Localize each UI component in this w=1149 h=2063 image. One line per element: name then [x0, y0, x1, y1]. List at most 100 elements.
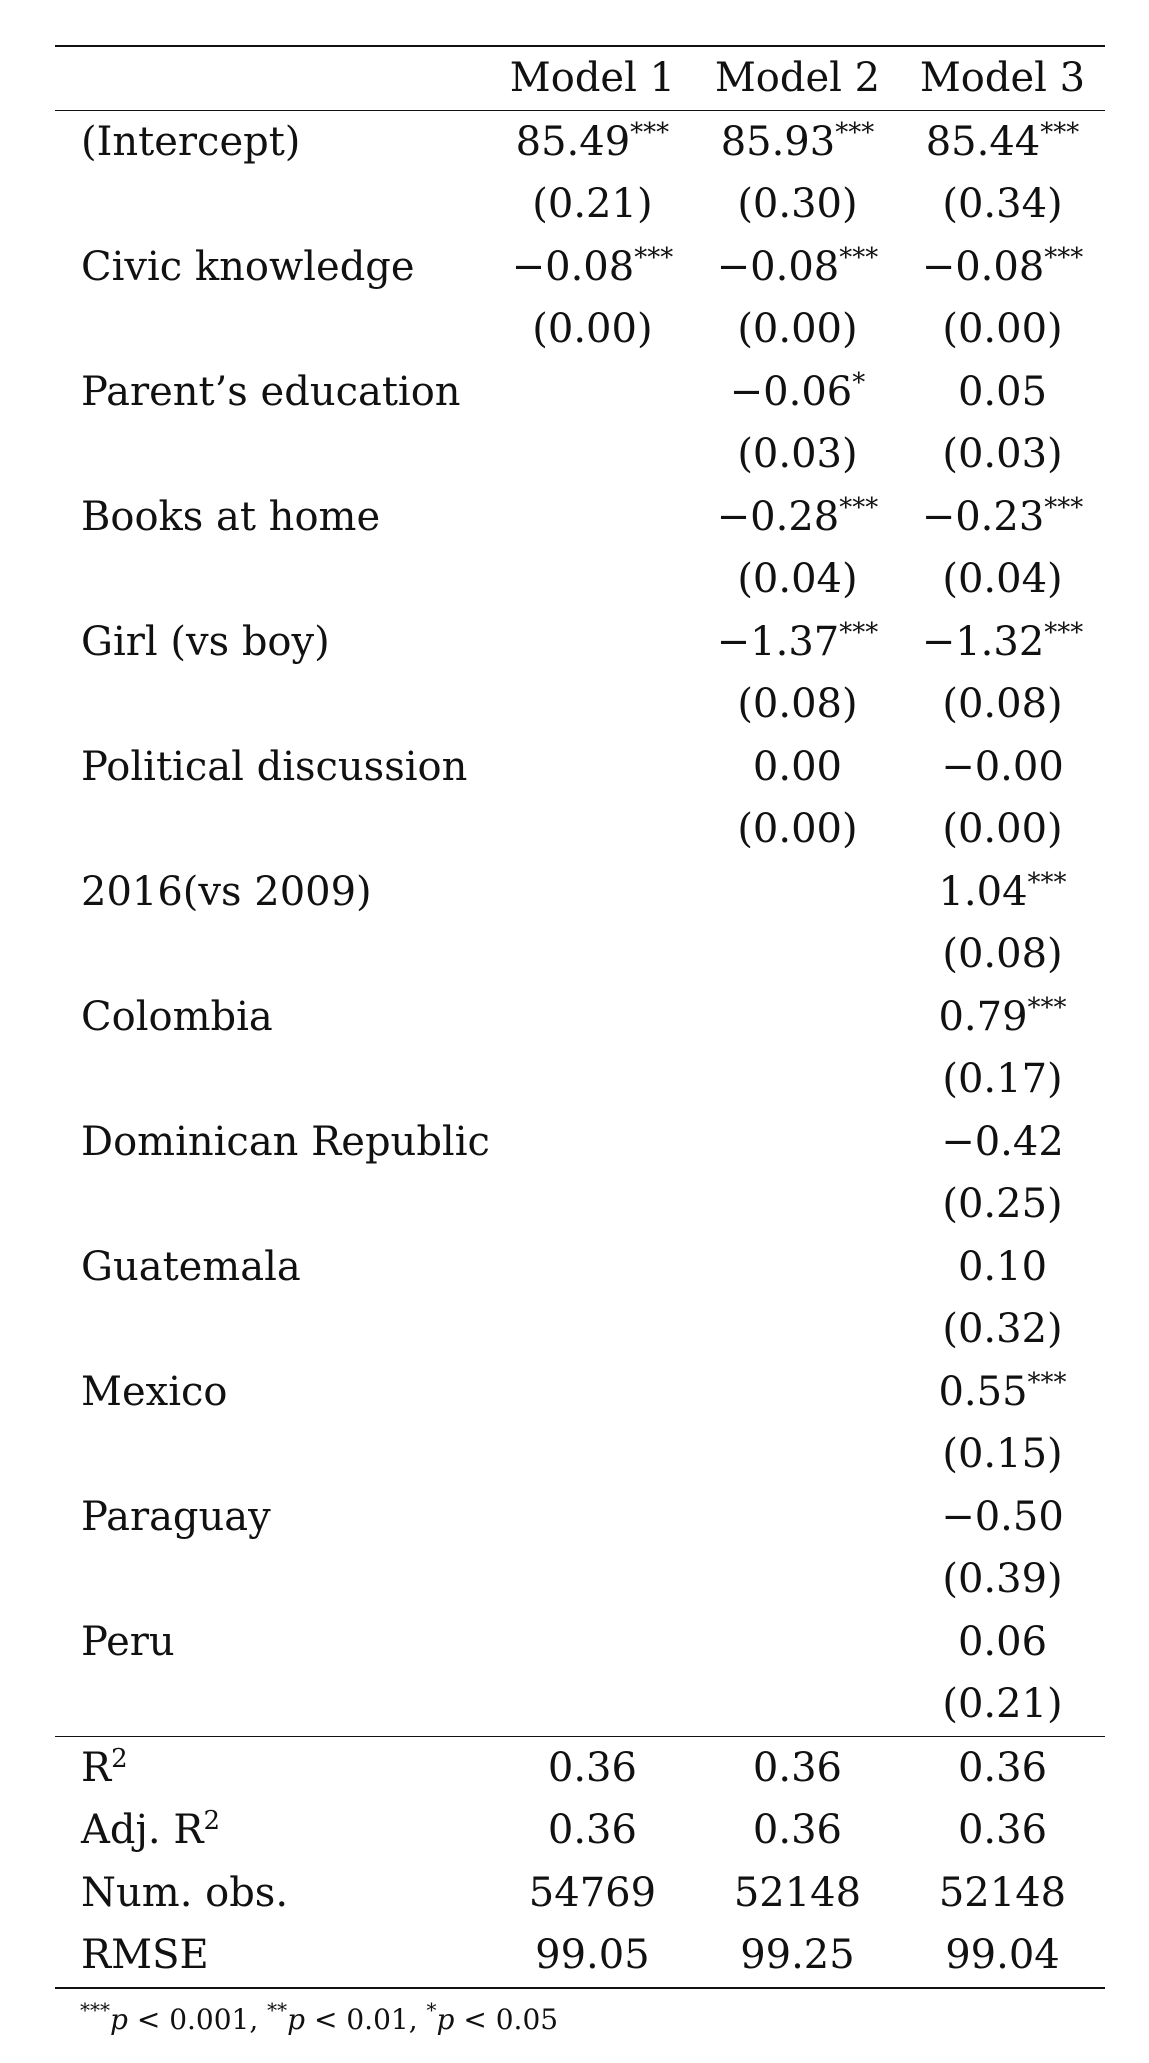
coef-stderr: (0.03): [942, 431, 1063, 478]
coef-stderr: (0.15): [942, 1431, 1063, 1478]
coef-stderr-row: (0.15): [55, 1423, 1105, 1486]
gof-label-cell: R2: [55, 1736, 490, 1799]
coef-estimate-row: Parent’s education −0.06* 0.05: [55, 361, 1105, 424]
coef-estimate: −0.50: [941, 1494, 1064, 1541]
coef-estimate: −0.08: [921, 244, 1045, 291]
coef-stderr: (0.17): [942, 1056, 1063, 1103]
coef-estimate-cell: [490, 361, 695, 424]
coef-stderr-label-empty: [55, 1423, 490, 1486]
coef-stderr: (0.32): [942, 1306, 1063, 1353]
gof-label-cell: Adj. R2: [55, 1799, 490, 1862]
header-model-2: Model 2: [714, 55, 881, 102]
coef-stderr-label-empty: [55, 1548, 490, 1611]
coef-estimate-cell: −0.50: [900, 1486, 1105, 1549]
coef-stderr-label-empty: [55, 798, 490, 861]
coef-estimate: −0.42: [941, 1119, 1064, 1166]
gof-value: 52148: [938, 1869, 1067, 1916]
significance-stars: ***: [634, 243, 674, 274]
coef-estimate-cell: −0.08***: [490, 236, 695, 299]
significance-stars: ***: [1027, 868, 1067, 899]
coef-estimate-cell: 0.06: [900, 1611, 1105, 1674]
coef-label: Civic knowledge: [81, 243, 415, 290]
goodness-of-fit-rows: R2 0.36 0.36 0.36 Adj. R2 0.36 0.36 0.36 Num. ob…: [55, 1736, 1105, 1988]
coef-estimate-cell: 85.49***: [490, 110, 695, 173]
coef-stderr: (0.04): [737, 556, 858, 603]
coef-estimate-cell: [490, 486, 695, 549]
footnote-separator: ,: [408, 2003, 427, 2036]
coef-estimate-cell: [490, 1361, 695, 1424]
coef-label: Peru: [81, 1618, 175, 1665]
significance-stars: ***: [1027, 1368, 1067, 1399]
coef-stderr: [490, 1548, 695, 1611]
coef-estimate-row: Guatemala 0.10: [55, 1236, 1105, 1299]
coef-estimate-cell: 0.05: [900, 361, 1105, 424]
gof-superscript: 2: [111, 1743, 128, 1774]
header-model-1: Model 1: [509, 55, 676, 102]
coef-estimate: 0.10: [957, 1244, 1048, 1291]
coef-estimate-cell: −0.08***: [900, 236, 1105, 299]
coef-stderr-label-empty: [55, 298, 490, 361]
coef-estimate-row: Peru 0.06: [55, 1611, 1105, 1674]
coef-estimate: 0.00: [752, 744, 842, 791]
coef-stderr: (0.00): [532, 306, 653, 353]
coef-stderr-label-empty: [55, 1298, 490, 1361]
coef-estimate-cell: [490, 1611, 695, 1674]
coef-stderr-label-empty: [55, 173, 490, 236]
gof-value: 0.36: [752, 1744, 842, 1791]
significance-stars: ***: [1040, 118, 1080, 149]
header-row: Model 1 Model 2 Model 3: [55, 46, 1105, 110]
coef-estimate-row: Mexico 0.55***: [55, 1361, 1105, 1424]
significance-stars: ***: [1027, 993, 1067, 1024]
regression-table: Model 1 Model 2 Model 3 (Intercept) 85.49…: [55, 45, 1105, 1989]
coef-stderr: (0.00): [737, 306, 858, 353]
significance-stars: ***: [1044, 493, 1084, 524]
coef-stderr-row: (0.00) (0.00) (0.00): [55, 298, 1105, 361]
coef-estimate-row: Books at home −0.28*** −0.23***: [55, 486, 1105, 549]
coef-estimate-cell: [490, 611, 695, 674]
coef-stderr: [490, 423, 695, 486]
coef-estimate-cell: 0.10: [900, 1236, 1105, 1299]
footnote-stars: *: [426, 1998, 437, 2022]
coef-stderr: (0.03): [737, 431, 858, 478]
gof-value: 99.04: [945, 1932, 1060, 1979]
coef-label: Mexico: [81, 1368, 228, 1415]
coef-estimate-row: 2016(vs 2009) 1.04***: [55, 861, 1105, 924]
coef-stderr-label-empty: [55, 548, 490, 611]
coef-estimate-row: Colombia 0.79***: [55, 986, 1105, 1049]
coef-stderr: (0.00): [942, 306, 1063, 353]
coef-estimate-cell: [695, 986, 900, 1049]
coef-stderr: (0.39): [942, 1556, 1063, 1603]
header-corner: [55, 46, 490, 110]
coef-stderr-row: (0.04) (0.04): [55, 548, 1105, 611]
coef-estimate-cell: [695, 1111, 900, 1174]
gof-label: R: [81, 1744, 112, 1791]
coef-estimate: −0.08: [716, 244, 840, 291]
coef-label: Colombia: [81, 993, 273, 1040]
coef-stderr-label-empty: [55, 1173, 490, 1236]
gof-label: Num. obs.: [81, 1869, 289, 1916]
coef-stderr: [695, 1548, 900, 1611]
coef-stderr: (0.21): [942, 1681, 1063, 1728]
coef-stderr-row: (0.21): [55, 1673, 1105, 1736]
gof-label: Adj. R: [81, 1807, 204, 1854]
coef-estimate-cell: [490, 861, 695, 924]
coef-estimate-cell: 85.93***: [695, 110, 900, 173]
significance-stars: *: [852, 368, 866, 399]
significance-stars: ***: [835, 118, 875, 149]
coef-estimate: 0.05: [957, 369, 1048, 416]
coef-stderr: [490, 1173, 695, 1236]
gof-value: 99.05: [535, 1932, 650, 1979]
coef-estimate-cell: −0.06*: [695, 361, 900, 424]
coef-estimate-cell: [490, 1486, 695, 1549]
gof-superscript: 2: [203, 1806, 220, 1837]
coef-stderr: (0.21): [532, 181, 653, 228]
coef-stderr: [490, 1048, 695, 1111]
gof-value: 0.36: [547, 1744, 637, 1791]
coef-stderr-row: (0.03) (0.03): [55, 423, 1105, 486]
coef-stderr: [695, 1298, 900, 1361]
footnote-stars: ***: [80, 1998, 110, 2022]
coef-label: Parent’s education: [81, 368, 461, 415]
coef-stderr: [695, 1673, 900, 1736]
gof-label-cell: Num. obs.: [55, 1862, 490, 1925]
